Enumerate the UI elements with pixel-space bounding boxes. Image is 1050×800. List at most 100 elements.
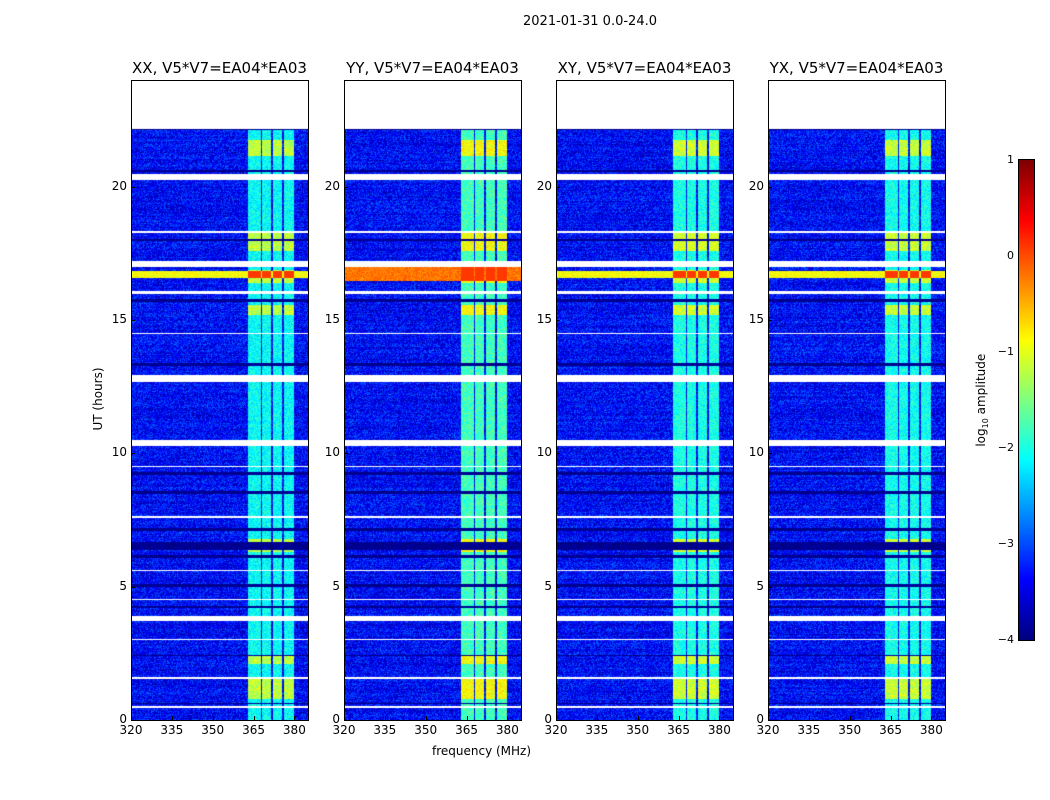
heatmap-panel-1: [344, 80, 522, 721]
y-tick-mark: [344, 586, 348, 588]
y-tick-mark: [131, 320, 135, 321]
heatmap-panel-2: [556, 80, 734, 721]
x-tick-mark: [466, 716, 468, 720]
x-tick-label: 335: [160, 723, 184, 737]
y-tick-mark: [768, 720, 772, 721]
x-tick-mark: [808, 716, 810, 720]
y-tick-mark: [556, 586, 560, 588]
x-tick-label: 350: [838, 723, 862, 737]
y-tick-label: 10: [748, 445, 764, 460]
y-tick-mark: [344, 720, 348, 721]
x-tick-mark: [890, 716, 892, 720]
panel-title: YX, V5*V7=EA04*EA03: [769, 59, 944, 77]
y-tick-mark: [131, 720, 135, 721]
x-tick-mark: [768, 716, 769, 720]
y-tick-mark: [344, 186, 348, 188]
x-axis-label: frequency (MHz): [432, 744, 532, 758]
y-tick-mark: [344, 320, 348, 321]
y-axis-label: UT (hours): [91, 367, 105, 431]
x-tick-label: 335: [797, 723, 821, 737]
x-tick-mark: [212, 716, 214, 720]
y-tick-mark: [768, 453, 772, 455]
heatmap-image: [132, 81, 308, 720]
x-tick-mark: [344, 716, 345, 720]
x-tick-mark: [719, 716, 721, 720]
y-tick-label: 0: [119, 712, 127, 726]
colorbar-tick-label: −2: [997, 441, 1014, 454]
y-tick-label: 20: [324, 178, 340, 193]
colorbar-label-sub: 10: [981, 418, 991, 429]
y-tick-mark: [556, 453, 560, 455]
heatmap-panel-3: [768, 80, 946, 721]
y-tick-mark: [768, 586, 772, 588]
heatmap-image: [769, 81, 945, 720]
colorbar-label: log10 amplitude: [974, 350, 990, 450]
x-tick-label: 320: [544, 723, 568, 737]
y-tick-label: 10: [536, 445, 552, 460]
x-tick-label: 380: [495, 723, 519, 737]
x-tick-mark: [253, 716, 255, 720]
colorbar: [1018, 159, 1035, 641]
x-tick-label: 380: [707, 723, 731, 737]
x-tick-label: 320: [332, 723, 356, 737]
panel-title: XX, V5*V7=EA04*EA03: [132, 59, 307, 77]
panel-title: XY, V5*V7=EA04*EA03: [557, 59, 732, 77]
y-tick-mark: [556, 720, 560, 721]
x-tick-mark: [556, 716, 557, 720]
y-tick-mark: [344, 453, 348, 455]
heatmap-image: [557, 81, 733, 720]
y-tick-label: 5: [756, 578, 764, 593]
x-tick-mark: [384, 716, 386, 720]
y-tick-label: 5: [544, 578, 552, 593]
y-tick-label: 0: [544, 712, 552, 726]
heatmap-panel-0: [131, 80, 309, 721]
x-tick-mark: [131, 716, 132, 720]
x-tick-label: 350: [626, 723, 650, 737]
colorbar-tick-label: −1: [997, 345, 1014, 358]
colorbar-tick-label: −4: [997, 633, 1014, 646]
x-tick-mark: [425, 716, 427, 720]
y-tick-mark: [556, 186, 560, 188]
colorbar-tick-label: 1: [1007, 153, 1014, 166]
y-tick-label: 10: [111, 445, 127, 460]
x-tick-label: 350: [414, 723, 438, 737]
panel-title: YY, V5*V7=EA04*EA03: [346, 59, 519, 77]
colorbar-label-main: log: [973, 428, 988, 447]
colorbar-tick-label: 0: [1007, 249, 1014, 262]
colorbar-gradient: [1019, 160, 1034, 640]
y-tick-label: 15: [748, 312, 764, 326]
x-tick-label: 365: [879, 723, 902, 737]
y-tick-mark: [556, 320, 560, 321]
y-tick-mark: [131, 186, 135, 188]
x-tick-label: 335: [585, 723, 609, 737]
x-tick-mark: [637, 716, 639, 720]
x-tick-mark: [596, 716, 598, 720]
x-tick-label: 350: [201, 723, 225, 737]
x-tick-label: 320: [756, 723, 780, 737]
y-tick-label: 0: [332, 712, 340, 726]
y-tick-label: 5: [332, 578, 340, 593]
x-tick-label: 365: [667, 723, 690, 737]
y-tick-label: 20: [748, 178, 764, 193]
y-tick-label: 15: [111, 312, 127, 326]
y-tick-label: 0: [756, 712, 764, 726]
heatmap-image: [345, 81, 521, 720]
y-tick-label: 20: [111, 178, 127, 193]
y-tick-label: 15: [536, 312, 552, 326]
y-tick-label: 20: [536, 178, 552, 193]
y-tick-mark: [768, 186, 772, 188]
y-tick-label: 15: [324, 312, 340, 326]
x-tick-mark: [294, 716, 296, 720]
y-tick-mark: [131, 453, 135, 455]
x-tick-mark: [849, 716, 851, 720]
x-tick-label: 335: [373, 723, 397, 737]
x-tick-label: 380: [282, 723, 306, 737]
y-tick-mark: [768, 320, 772, 321]
x-tick-mark: [931, 716, 933, 720]
x-tick-label: 380: [919, 723, 943, 737]
y-tick-mark: [131, 586, 135, 588]
figure-title: 2021-01-31 0.0-24.0: [523, 14, 657, 29]
x-tick-label: 365: [242, 723, 265, 737]
x-tick-label: 320: [119, 723, 143, 737]
